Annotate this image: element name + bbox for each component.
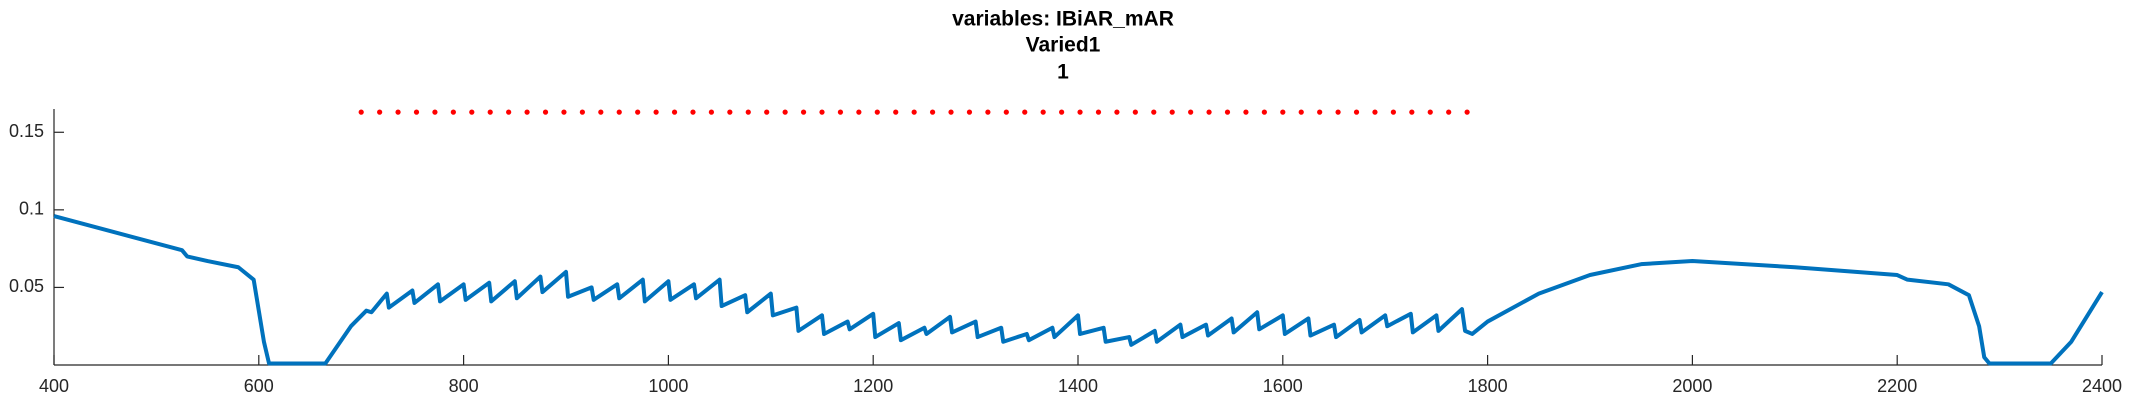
marker bbox=[413, 109, 420, 115]
marker bbox=[1446, 109, 1452, 115]
marker bbox=[561, 109, 567, 115]
marker bbox=[1464, 109, 1470, 115]
marker bbox=[395, 109, 401, 115]
y-tick-label: 0.1 bbox=[19, 199, 44, 219]
marker bbox=[1243, 109, 1249, 115]
marker bbox=[1095, 109, 1102, 115]
marker bbox=[1022, 109, 1028, 115]
marker bbox=[929, 109, 936, 115]
x-tick-label: 2400 bbox=[2082, 376, 2122, 396]
marker bbox=[708, 109, 715, 115]
marker bbox=[671, 109, 678, 115]
marker bbox=[1132, 109, 1138, 115]
marker bbox=[819, 109, 825, 115]
marker bbox=[782, 109, 788, 115]
marker bbox=[450, 109, 456, 115]
x-tick-label: 2200 bbox=[1877, 376, 1917, 396]
marker bbox=[487, 109, 493, 115]
marker bbox=[1390, 109, 1396, 115]
marker bbox=[506, 109, 512, 115]
marker bbox=[837, 109, 844, 115]
marker bbox=[432, 109, 438, 115]
x-tick-label: 2000 bbox=[1672, 376, 1712, 396]
marker bbox=[1188, 109, 1194, 115]
marker bbox=[985, 109, 991, 115]
marker bbox=[856, 109, 862, 115]
x-tick-label: 400 bbox=[39, 376, 69, 396]
marker bbox=[1409, 109, 1415, 115]
marker bbox=[1372, 109, 1378, 115]
marker bbox=[1206, 109, 1212, 115]
chart-subtitle: Varied1 bbox=[1026, 34, 1101, 57]
marker bbox=[1003, 109, 1009, 115]
marker bbox=[469, 109, 475, 115]
y-tick-label: 0.15 bbox=[9, 121, 44, 141]
chart-subtitle: 1 bbox=[1057, 61, 1069, 84]
marker bbox=[1169, 109, 1175, 115]
marker bbox=[893, 109, 899, 115]
marker bbox=[1335, 109, 1341, 115]
marker bbox=[1040, 109, 1046, 115]
marker bbox=[1353, 109, 1360, 115]
marker bbox=[579, 109, 585, 115]
marker bbox=[948, 109, 954, 115]
marker bbox=[1151, 109, 1157, 115]
marker bbox=[1114, 109, 1120, 115]
marker bbox=[966, 109, 973, 115]
marker bbox=[377, 109, 383, 115]
marker bbox=[800, 109, 807, 115]
marker bbox=[635, 109, 641, 115]
marker bbox=[764, 109, 770, 115]
marker bbox=[1224, 109, 1231, 115]
marker bbox=[1059, 109, 1065, 115]
x-tick-label: 1600 bbox=[1263, 376, 1303, 396]
marker bbox=[690, 109, 696, 115]
line bbox=[53, 214, 2104, 366]
marker bbox=[542, 109, 549, 115]
x-tick-label: 600 bbox=[244, 376, 274, 396]
marker bbox=[911, 109, 917, 115]
x-tick-label: 1000 bbox=[648, 376, 688, 396]
marker bbox=[1280, 109, 1286, 115]
marker bbox=[1317, 109, 1323, 115]
marker bbox=[1261, 109, 1267, 115]
marker bbox=[524, 109, 530, 115]
marker bbox=[1298, 109, 1304, 115]
x-tick-label: 1200 bbox=[853, 376, 893, 396]
marker bbox=[653, 109, 659, 115]
marker bbox=[598, 109, 604, 115]
y-tick-label: 0.05 bbox=[9, 276, 44, 296]
marker bbox=[745, 109, 751, 115]
marker bbox=[616, 109, 622, 115]
marker bbox=[727, 109, 733, 115]
marker bbox=[1077, 109, 1083, 115]
chart-title: variables: IBiAR_mAR bbox=[952, 8, 1174, 31]
marker bbox=[1427, 109, 1433, 115]
marker bbox=[358, 109, 364, 115]
x-tick-label: 1800 bbox=[1468, 376, 1508, 396]
marker bbox=[874, 109, 880, 115]
x-tick-label: 800 bbox=[449, 376, 479, 396]
x-tick-label: 1400 bbox=[1058, 376, 1098, 396]
